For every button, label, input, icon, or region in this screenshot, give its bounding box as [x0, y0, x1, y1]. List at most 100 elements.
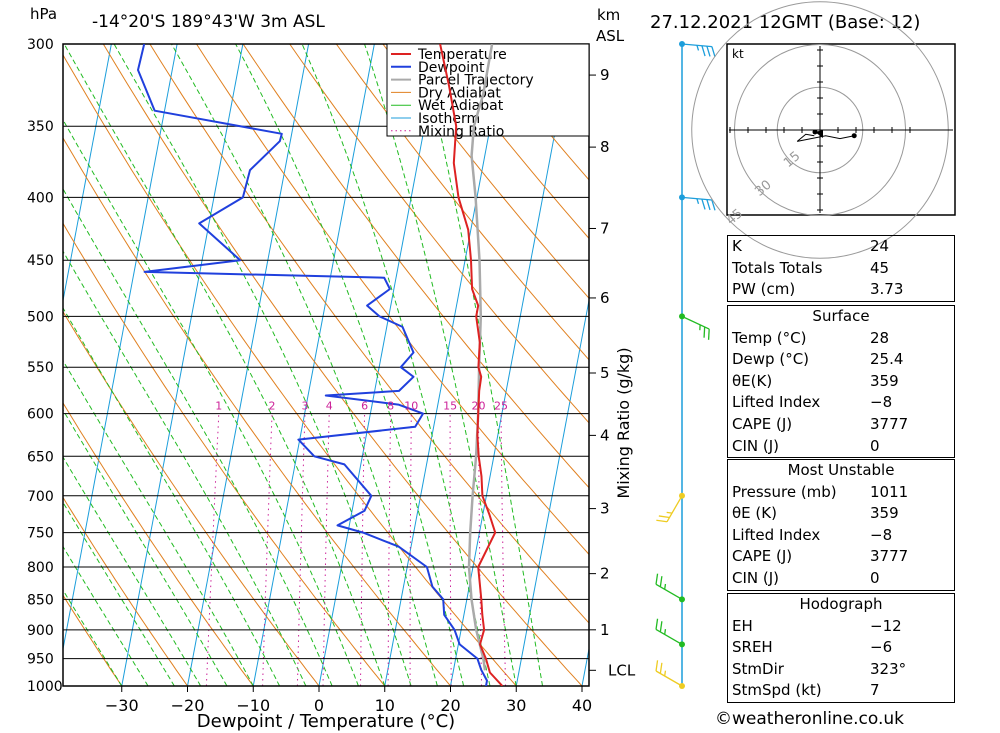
most-unstable-title: Most Unstable	[787, 461, 895, 479]
legend-label: Temperature	[417, 47, 507, 63]
pressure-tick-label: 650	[27, 449, 54, 465]
wind-feather	[655, 618, 659, 630]
table-row: K 24	[728, 236, 954, 258]
row-label: PW (cm)	[732, 280, 796, 299]
row-label: StmDir	[732, 659, 784, 678]
hodograph-point	[851, 133, 857, 139]
row-label: CAPE (J)	[732, 547, 793, 566]
mixing-ratio-tick: 1	[215, 400, 222, 413]
pressure-unit: hPa	[30, 5, 58, 23]
km-tick-label: 2	[600, 565, 610, 583]
wind-feather	[703, 326, 706, 338]
km-asl: ASL	[596, 27, 625, 45]
wind-feather	[658, 515, 670, 519]
table-row: Dewp (°C) 25.4	[728, 349, 954, 371]
wind-profile	[655, 41, 716, 689]
row-value: 323°	[870, 659, 907, 678]
row-label: θE(K)	[732, 371, 773, 390]
mixing-ratio-tick: 8	[387, 400, 394, 413]
table-row: StmSpd (kt) 7	[728, 680, 954, 702]
mixing-ratio-line	[262, 413, 273, 686]
wind-feather	[664, 583, 667, 590]
legend-label: Dry Adiabat	[418, 85, 501, 101]
table-row: Totals Totals 45	[728, 258, 954, 280]
row-label: Pressure (mb)	[732, 482, 837, 501]
dry-adiabat	[289, 44, 589, 424]
row-value: 1011	[870, 482, 909, 501]
pressure-tick-label: 350	[27, 119, 54, 135]
row-value: 3.73	[870, 280, 904, 299]
pressure-tick-label: 1000	[27, 679, 63, 695]
table-row: θE(K) 359	[728, 371, 954, 393]
wet-adiabat	[63, 307, 281, 686]
isotherm-line	[63, 44, 112, 304]
row-label: Lifted Index	[732, 393, 821, 412]
table-row: Temp (°C) 28	[728, 328, 954, 350]
row-value: −6	[870, 638, 893, 657]
pressure-tick-label: 400	[27, 190, 54, 206]
table-row: Pressure (mb) 1011	[728, 482, 954, 504]
dewpoint-profile	[137, 44, 488, 686]
isotherm-line	[252, 44, 375, 686]
km-tick-label: LCL	[608, 661, 636, 679]
km-tick-label: 1	[600, 621, 610, 639]
row-value: 3777	[870, 414, 909, 433]
row-value: 7	[870, 681, 880, 700]
hodograph-trace	[796, 133, 855, 142]
wind-feather	[706, 199, 711, 211]
pressure-tick-label: 950	[27, 652, 54, 668]
dry-adiabat	[63, 496, 188, 686]
x-tick-label: 40	[572, 696, 592, 715]
mixing-ratio-line	[205, 413, 220, 686]
pressure-tick-label: 450	[27, 253, 54, 269]
pressure-tick-label: 800	[27, 560, 54, 576]
row-value: 28	[870, 328, 890, 347]
row-label: CAPE (J)	[732, 414, 793, 433]
km-tick-label: 8	[600, 138, 610, 156]
dry-adiabat	[429, 44, 589, 240]
legend-label: Isotherm	[418, 111, 480, 127]
table-row: CAPE (J) 3777	[728, 546, 954, 568]
wind-feather	[664, 629, 667, 635]
wind-feather	[707, 329, 710, 340]
pressure-tick-label: 500	[27, 309, 54, 325]
isotherm-line	[318, 44, 441, 686]
km-tick-label: 7	[600, 219, 610, 237]
indices-table: K 24 Totals Totals 45 PW (cm) 3.73	[727, 235, 955, 302]
row-label: Dewp (°C)	[732, 350, 810, 369]
dry-adiabat	[102, 44, 583, 686]
pressure-tick-label: 600	[27, 407, 54, 423]
x-tick-label: −20	[171, 696, 205, 715]
mixing-ratio-tick: 10	[404, 400, 418, 413]
row-label: SREH	[732, 638, 773, 657]
legend-label: Dewpoint	[418, 60, 485, 76]
row-value: 3777	[870, 547, 909, 566]
row-label: Totals Totals	[732, 258, 823, 277]
dry-adiabat	[63, 222, 386, 686]
x-tick-label: 30	[506, 696, 526, 715]
mixing-ratio-tick: 4	[326, 400, 333, 413]
wind-feather	[655, 660, 659, 672]
hodograph-title: Hodograph	[799, 595, 883, 613]
mixing-ratio-line	[449, 413, 452, 686]
mixing-ratio-line	[322, 413, 330, 686]
mixing-ratio-axis-label: Mixing Ratio (g/kg)	[614, 347, 633, 498]
table-row: Lifted Index −8	[728, 525, 954, 547]
wet-adiabat	[364, 44, 517, 686]
table-row: Lifted Index −8	[728, 392, 954, 414]
plot-frame	[62, 43, 590, 687]
row-value: 359	[870, 371, 899, 390]
km-tick-label: 6	[600, 289, 610, 307]
mixing-ratio-tick: 15	[443, 400, 457, 413]
km-tick-label: 9	[600, 66, 610, 84]
km-tick-label: 5	[600, 364, 610, 382]
x-tick-label: −30	[105, 696, 139, 715]
wind-feather	[659, 662, 663, 674]
dry-adiabat	[63, 594, 123, 686]
dry-adiabat	[335, 44, 589, 361]
wind-feather	[701, 45, 706, 57]
pressure-tick-label: 700	[27, 489, 54, 505]
row-label: CIN (J)	[732, 436, 780, 455]
